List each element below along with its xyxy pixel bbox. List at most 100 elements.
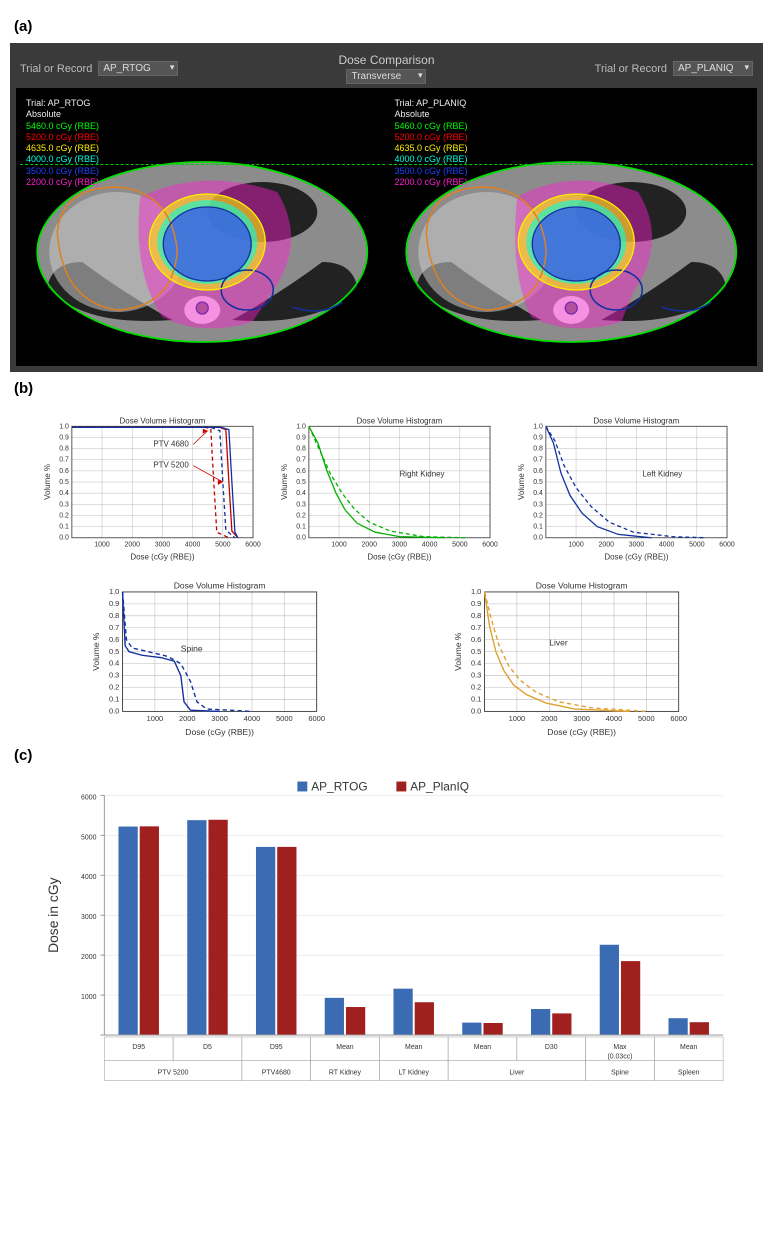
svg-text:6000: 6000: [81, 794, 97, 801]
trial-select-left[interactable]: AP_RTOG: [98, 61, 178, 76]
svg-text:0.1: 0.1: [109, 695, 119, 704]
svg-text:Liver: Liver: [509, 1070, 525, 1077]
svg-text:PTV 4680: PTV 4680: [153, 439, 189, 448]
svg-text:4000: 4000: [605, 714, 622, 723]
dvh-plot-svg: 1000200030004000500060000.00.10.20.30.40…: [277, 407, 496, 567]
svg-text:0.7: 0.7: [59, 457, 69, 464]
svg-text:PTV 5200: PTV 5200: [153, 461, 189, 470]
panel-b-label: (b): [14, 380, 759, 397]
isodose-legend-item: 5460.0 cGy (RBE): [26, 121, 99, 132]
svg-text:LT Kidney: LT Kidney: [398, 1070, 429, 1077]
svg-text:0.9: 0.9: [59, 434, 69, 441]
svg-text:0.1: 0.1: [59, 524, 69, 531]
svg-text:Spine: Spine: [181, 644, 203, 654]
ct-panel-right: Trial: AP_PLANIQ Absolute 5460.0 cGy (RB…: [389, 92, 754, 362]
svg-text:0.5: 0.5: [533, 479, 543, 486]
svg-text:2000: 2000: [540, 714, 557, 723]
bar-rtog: [393, 989, 412, 1035]
isodose-legend-item: 5460.0 cGy (RBE): [395, 121, 468, 132]
svg-text:PTV 5200: PTV 5200: [158, 1070, 189, 1077]
ct-panel-left: Trial: AP_RTOG Absolute 5460.0 cGy (RBE)…: [20, 92, 385, 362]
svg-text:0.4: 0.4: [59, 490, 69, 497]
svg-text:0.3: 0.3: [533, 501, 543, 508]
svg-text:1.0: 1.0: [296, 423, 306, 430]
svg-text:0.5: 0.5: [109, 647, 119, 656]
svg-text:D30: D30: [545, 1044, 558, 1051]
svg-text:0.4: 0.4: [533, 490, 543, 497]
svg-text:2000: 2000: [362, 542, 378, 549]
svg-text:3000: 3000: [573, 714, 590, 723]
svg-text:0.9: 0.9: [296, 434, 306, 441]
svg-text:0.8: 0.8: [470, 611, 480, 620]
svg-text:Volume %: Volume %: [91, 632, 101, 671]
svg-text:D95: D95: [132, 1044, 145, 1051]
svg-text:0.8: 0.8: [59, 446, 69, 453]
svg-text:3000: 3000: [81, 914, 97, 921]
svg-text:1.0: 1.0: [109, 587, 119, 596]
dvh-plot: 1000200030004000500060000.00.10.20.30.40…: [40, 407, 259, 567]
svg-text:5000: 5000: [689, 542, 705, 549]
svg-text:Mean: Mean: [405, 1044, 422, 1051]
bar-rtog: [256, 847, 275, 1035]
bar-rtog: [325, 998, 344, 1035]
svg-text:1000: 1000: [331, 542, 347, 549]
svg-text:5000: 5000: [81, 834, 97, 841]
svg-text:1000: 1000: [94, 542, 110, 549]
svg-text:(0.03cc): (0.03cc): [607, 1054, 632, 1061]
isodose-legend-item: 2200.0 cGy (RBE): [395, 177, 468, 188]
svg-text:1.0: 1.0: [470, 587, 480, 596]
trial-select-right[interactable]: AP_PLANIQ: [673, 61, 753, 76]
bar-rtog: [462, 1023, 481, 1035]
svg-text:D5: D5: [203, 1044, 212, 1051]
svg-text:0.3: 0.3: [296, 501, 306, 508]
svg-text:6000: 6000: [670, 714, 687, 723]
svg-text:0.9: 0.9: [533, 434, 543, 441]
svg-text:2000: 2000: [179, 714, 196, 723]
svg-text:0.1: 0.1: [296, 524, 306, 531]
dvh-plot: 1000200030004000500060000.00.10.20.30.40…: [65, 577, 347, 737]
svg-text:0.3: 0.3: [59, 501, 69, 508]
isodose-legend-item: 3500.0 cGy (RBE): [395, 166, 468, 177]
svg-text:0.1: 0.1: [470, 695, 480, 704]
isodose-legend-item: 4000.0 cGy (RBE): [395, 154, 468, 165]
bar-rtog: [187, 820, 206, 1035]
svg-text:0.5: 0.5: [296, 479, 306, 486]
svg-text:Max: Max: [613, 1044, 627, 1051]
svg-text:Volume %: Volume %: [43, 464, 52, 500]
dvh-plot: 1000200030004000500060000.00.10.20.30.40…: [277, 407, 496, 567]
svg-text:4000: 4000: [659, 542, 675, 549]
dose-comparison-title: Dose Comparison: [338, 53, 434, 67]
svg-text:0.0: 0.0: [59, 535, 69, 542]
trial-name-left: Trial: AP_RTOG: [26, 98, 99, 109]
svg-text:0.8: 0.8: [109, 611, 119, 620]
svg-text:4000: 4000: [185, 542, 201, 549]
bar-rtog: [668, 1018, 687, 1035]
bar-chart: 100020003000400050006000D95D5D95MeanMean…: [40, 774, 733, 1094]
svg-text:0.9: 0.9: [109, 599, 119, 608]
dvh-plot-svg: 1000200030004000500060000.00.10.20.30.40…: [40, 407, 259, 567]
svg-text:0.8: 0.8: [533, 446, 543, 453]
svg-text:Dose (cGy (RBE)): Dose (cGy (RBE)): [604, 553, 668, 562]
isodose-legend-item: 5200.0 cGy (RBE): [395, 132, 468, 143]
right-select-label: Trial or Record: [595, 63, 667, 75]
svg-text:3000: 3000: [392, 542, 408, 549]
svg-text:Volume %: Volume %: [517, 464, 526, 500]
svg-text:4000: 4000: [422, 542, 438, 549]
svg-text:0.4: 0.4: [296, 490, 306, 497]
svg-text:6000: 6000: [308, 714, 325, 723]
svg-text:0.9: 0.9: [470, 599, 480, 608]
svg-text:0.6: 0.6: [59, 468, 69, 475]
absolute-label-left: Absolute: [26, 109, 99, 120]
svg-text:2000: 2000: [81, 954, 97, 961]
bar-rtog: [600, 945, 619, 1035]
dose-comparison-app: Trial or Record AP_RTOG Dose Comparison …: [10, 43, 763, 372]
isodose-legend-item: 5200.0 cGy (RBE): [26, 132, 99, 143]
svg-text:Dose Volume Histogram: Dose Volume Histogram: [357, 416, 443, 425]
view-select[interactable]: Transverse: [346, 69, 426, 84]
svg-text:Dose Volume Histogram: Dose Volume Histogram: [174, 581, 266, 591]
dvh-plot: 1000200030004000500060000.00.10.20.30.40…: [427, 577, 709, 737]
svg-text:Dose (cGy (RBE)): Dose (cGy (RBE)): [367, 553, 431, 562]
svg-text:0.2: 0.2: [59, 512, 69, 519]
isodose-legend-item: 3500.0 cGy (RBE): [26, 166, 99, 177]
svg-text:Mean: Mean: [474, 1044, 491, 1051]
